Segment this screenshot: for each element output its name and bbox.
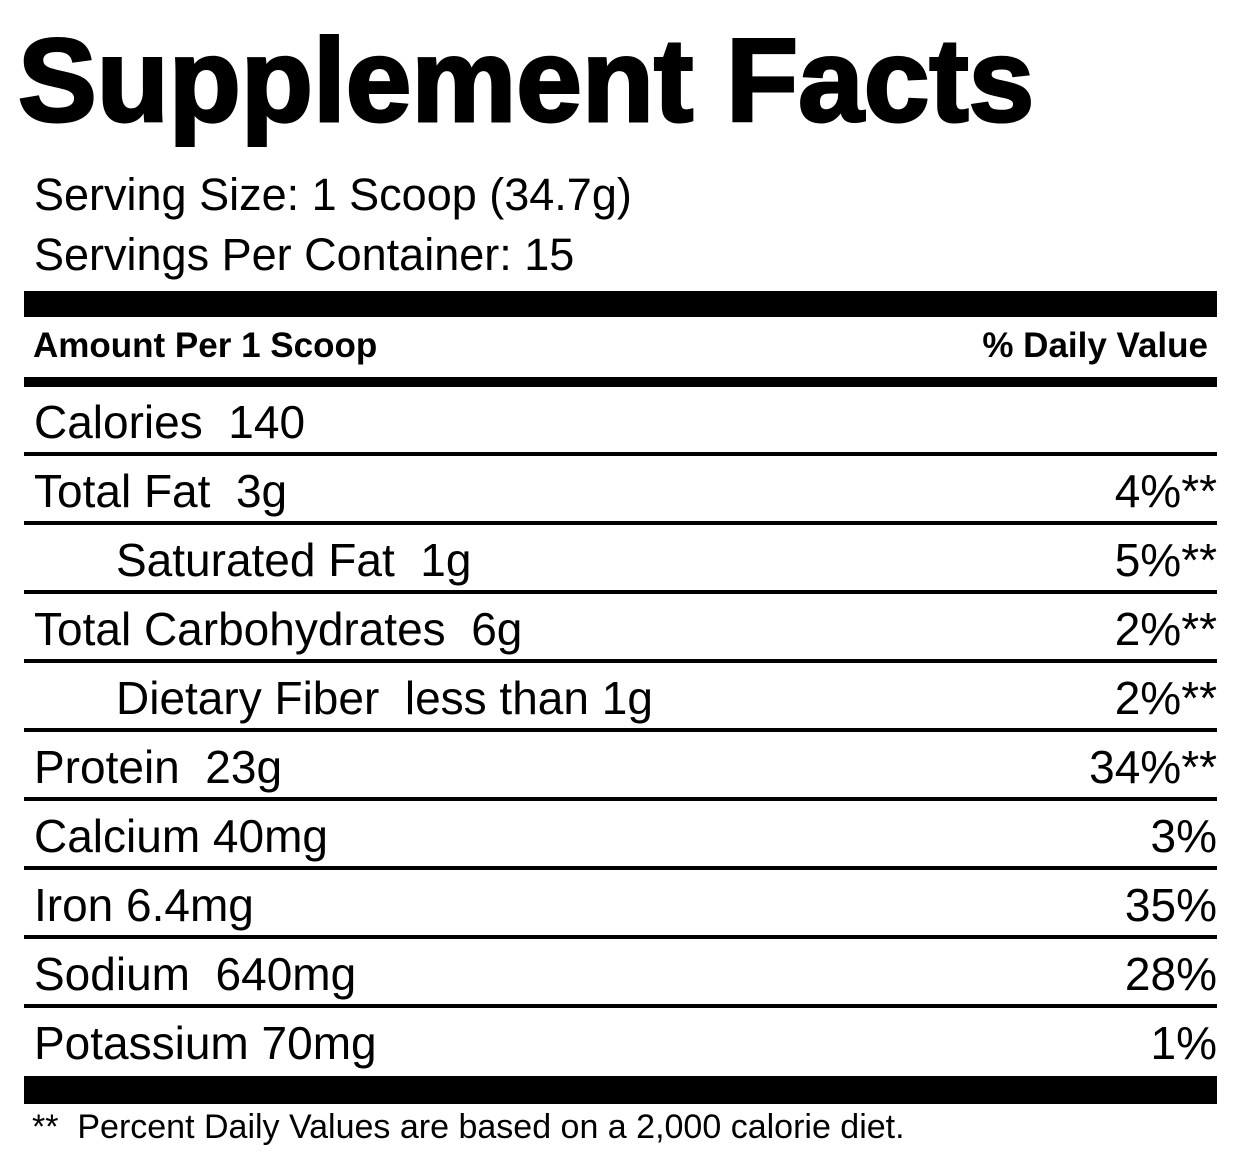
serving-size: Serving Size: 1 Scoop (34.7g) <box>34 169 632 220</box>
nutrient-row: Protein 23g 34%** <box>24 732 1217 801</box>
nutrient-name: Potassium 70mg <box>34 1017 377 1069</box>
nutrient-daily-value: 3% <box>1150 810 1217 862</box>
nutrient-row: Calcium 40mg 3% <box>24 801 1217 870</box>
amount-per-serving-header: Amount Per 1 Scoop <box>33 326 378 365</box>
nutrient-name: Sodium 640mg <box>34 948 357 1000</box>
nutrient-daily-value: 5%** <box>1114 534 1217 586</box>
nutrient-row: Saturated Fat 1g 5%** <box>24 525 1217 594</box>
nutrient-daily-value: 34%** <box>1089 741 1217 793</box>
nutrient-daily-value: 1% <box>1150 1017 1217 1069</box>
nutrient-daily-value: 35% <box>1124 879 1217 931</box>
footnote: ** Percent Daily Values are based on a 2… <box>32 1108 905 1146</box>
medium-divider <box>24 377 1217 387</box>
nutrient-row: Calories 140 <box>24 387 1217 456</box>
nutrient-name: Protein 23g <box>34 741 283 793</box>
nutrient-name: Dietary Fiber less than 1g <box>116 672 653 724</box>
nutrient-name: Saturated Fat 1g <box>116 534 472 586</box>
nutrient-list: Calories 140 Total Fat 3g 4%** Saturated Fa… <box>24 387 1217 1077</box>
nutrient-row: Total Fat 3g 4%** <box>24 456 1217 525</box>
nutrient-daily-value: 4%** <box>1114 465 1217 517</box>
label-title: Supplement Facts <box>16 15 1035 147</box>
daily-value-header: % Daily Value <box>982 326 1208 365</box>
nutrient-row: Sodium 640mg 28% <box>24 939 1217 1008</box>
servings-per-container: Servings Per Container: 15 <box>34 229 575 280</box>
nutrient-daily-value: 2%** <box>1114 603 1217 655</box>
nutrient-row: Potassium 70mg 1% <box>24 1008 1217 1077</box>
nutrient-row: Dietary Fiber less than 1g 2%** <box>24 663 1217 732</box>
nutrient-row: Total Carbohydrates 6g 2%** <box>24 594 1217 663</box>
nutrient-daily-value: 2%** <box>1114 672 1217 724</box>
thick-divider-top <box>24 291 1217 317</box>
nutrient-name: Total Carbohydrates 6g <box>34 603 523 655</box>
nutrient-name: Iron 6.4mg <box>34 879 254 931</box>
nutrient-name: Total Fat 3g <box>34 465 288 517</box>
nutrient-name: Calcium 40mg <box>34 810 328 862</box>
nutrient-row: Iron 6.4mg 35% <box>24 870 1217 939</box>
nutrient-daily-value: 28% <box>1124 948 1217 1000</box>
nutrient-name: Calories 140 <box>34 396 306 448</box>
thick-divider-bottom <box>24 1076 1217 1104</box>
